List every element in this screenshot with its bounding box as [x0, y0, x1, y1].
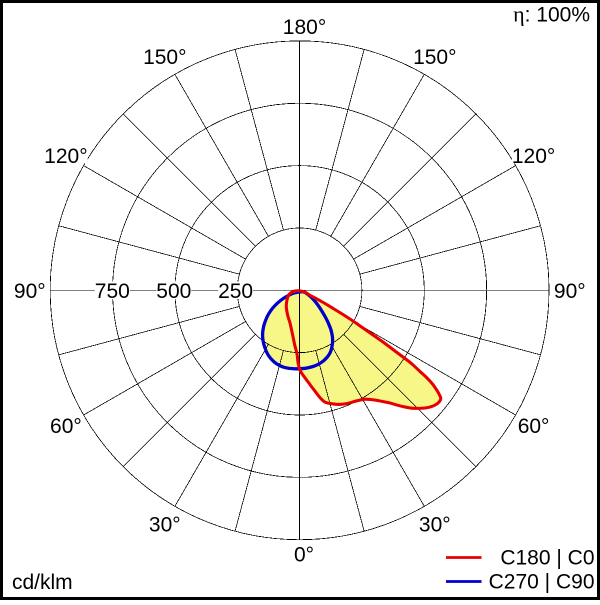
svg-text:90°: 90° — [14, 280, 46, 303]
svg-text:500: 500 — [156, 280, 191, 303]
svg-text:120°: 120° — [44, 145, 87, 168]
svg-text:C180 | C0: C180 | C0 — [500, 547, 594, 570]
svg-text:30°: 30° — [419, 514, 451, 537]
svg-text:90°: 90° — [554, 280, 586, 303]
svg-text:60°: 60° — [518, 415, 550, 438]
svg-text:C270 | C90: C270 | C90 — [489, 571, 595, 594]
svg-text:cd/klm: cd/klm — [12, 571, 73, 594]
svg-text:150°: 150° — [413, 46, 456, 69]
svg-text:120°: 120° — [512, 145, 555, 168]
svg-text:η: 100%: η: 100% — [513, 2, 590, 27]
svg-text:150°: 150° — [143, 46, 186, 69]
svg-text:250: 250 — [218, 280, 253, 303]
svg-text:60°: 60° — [50, 415, 82, 438]
svg-text:180°: 180° — [283, 16, 326, 39]
svg-text:0°: 0° — [294, 544, 314, 567]
svg-text:750: 750 — [95, 280, 130, 303]
svg-text:30°: 30° — [149, 514, 181, 537]
